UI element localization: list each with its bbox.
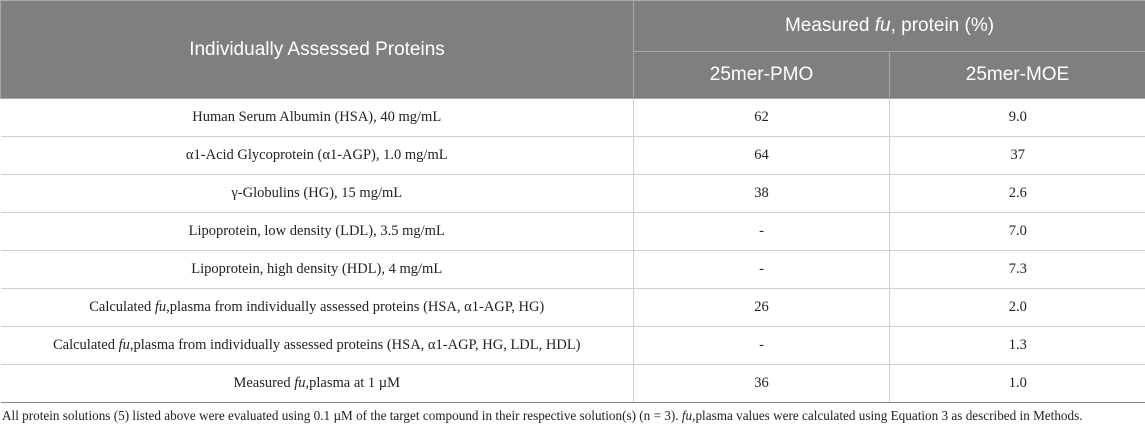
moe-value-cell: 1.0: [889, 364, 1145, 403]
protein-cell: Calculated fu,plasma from individually a…: [0, 288, 634, 327]
protein-cell: Lipoprotein, low density (LDL), 3.5 mg/m…: [0, 212, 634, 251]
pmo-value-cell: -: [633, 326, 890, 365]
table-row: Lipoprotein, high density (HDL), 4 mg/mL…: [0, 250, 1145, 289]
moe-value-cell: 7.0: [889, 212, 1145, 251]
table-row: Calculated fu,plasma from individually a…: [0, 326, 1145, 365]
protein-cell: Human Serum Albumin (HSA), 40 mg/mL: [0, 98, 634, 137]
pmo-value-cell: 64: [633, 136, 890, 175]
protein-cell: α1-Acid Glycoprotein (α1-AGP), 1.0 mg/mL: [0, 136, 634, 175]
header-25mer-moe: 25mer-MOE: [889, 51, 1145, 99]
header-proteins: Individually Assessed Proteins: [0, 0, 634, 99]
moe-value-cell: 2.6: [889, 174, 1145, 213]
protein-cell: Measured fu,plasma at 1 µM: [0, 364, 634, 403]
table-row: Human Serum Albumin (HSA), 40 mg/mL 62 9.0: [0, 98, 1145, 137]
moe-value-cell: 2.0: [889, 288, 1145, 327]
moe-value-cell: 7.3: [889, 250, 1145, 289]
table-row: Measured fu,plasma at 1 µM 36 1.0: [0, 364, 1145, 403]
protein-cell: Lipoprotein, high density (HDL), 4 mg/mL: [0, 250, 634, 289]
moe-value-cell: 37: [889, 136, 1145, 175]
pmo-value-cell: -: [633, 250, 890, 289]
table-row: Calculated fu,plasma from individually a…: [0, 288, 1145, 327]
protein-cell: γ-Globulins (HG), 15 mg/mL: [0, 174, 634, 213]
pmo-value-cell: 38: [633, 174, 890, 213]
protein-binding-table: Individually Assessed Proteins Measured …: [0, 0, 1145, 403]
table-row: Lipoprotein, low density (LDL), 3.5 mg/m…: [0, 212, 1145, 251]
pmo-value-cell: 62: [633, 98, 890, 137]
header-row: Individually Assessed Proteins Measured …: [0, 0, 1145, 99]
footnote: All protein solutions (5) listed above w…: [2, 408, 1083, 423]
protein-cell: Calculated fu,plasma from individually a…: [0, 326, 634, 365]
moe-value-cell: 9.0: [889, 98, 1145, 137]
table-body: Human Serum Albumin (HSA), 40 mg/mL 62 9.0…: [0, 98, 1145, 403]
table-row: α1-Acid Glycoprotein (α1-AGP), 1.0 mg/mL…: [0, 136, 1145, 175]
pmo-value-cell: 26: [633, 288, 890, 327]
table-row: γ-Globulins (HG), 15 mg/mL 38 2.6: [0, 174, 1145, 213]
pmo-value-cell: -: [633, 212, 890, 251]
pmo-value-cell: 36: [633, 364, 890, 403]
header-measured-fu: Measured fu, protein (%): [633, 0, 1145, 52]
header-25mer-pmo: 25mer-PMO: [633, 51, 890, 99]
moe-value-cell: 1.3: [889, 326, 1145, 365]
subheader-row: 25mer-PMO 25mer-MOE: [1, 51, 1145, 99]
